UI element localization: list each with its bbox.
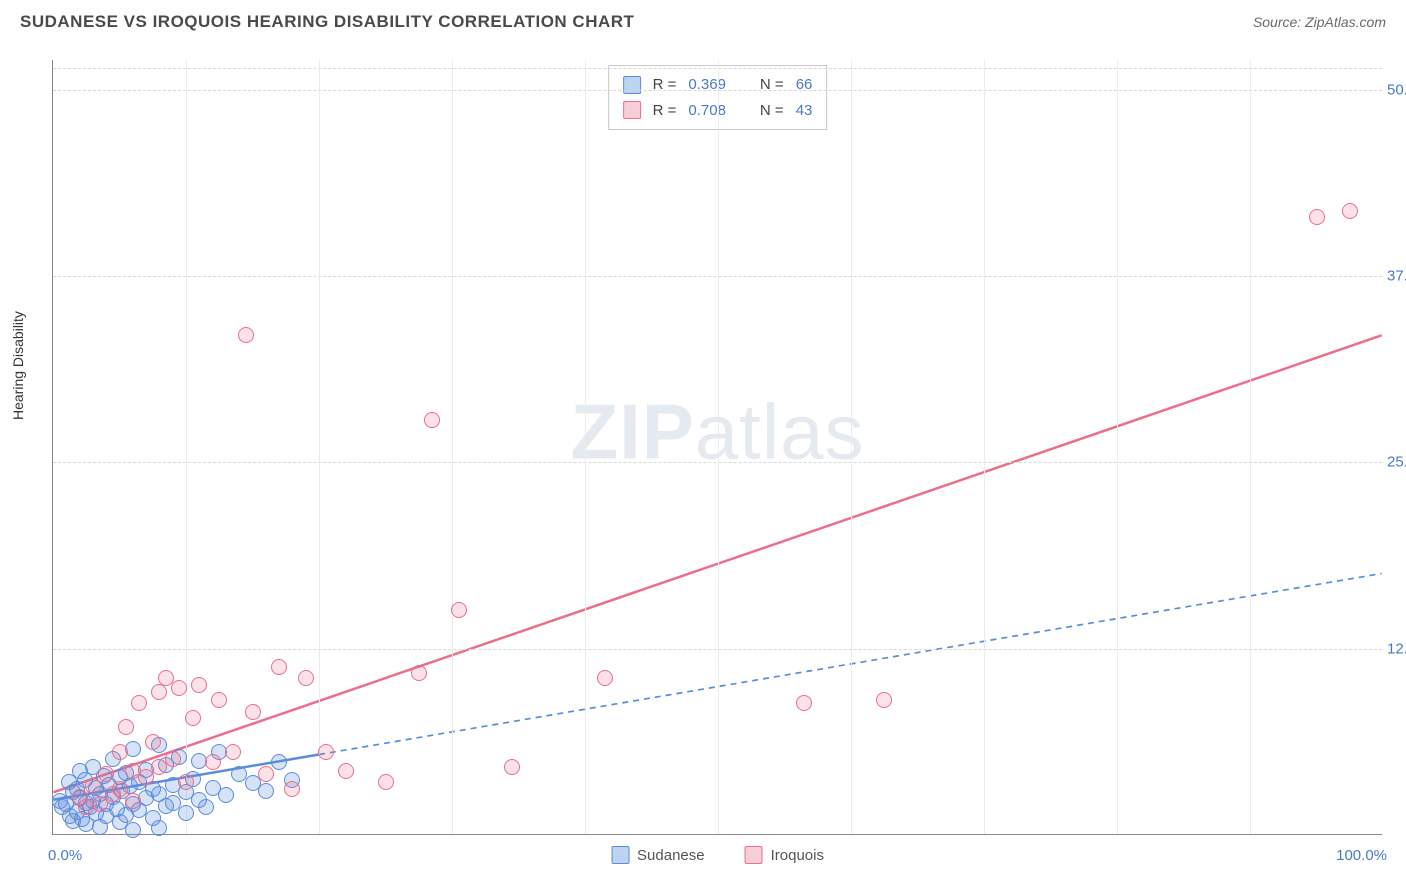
data-point	[185, 710, 201, 726]
gridline-vertical	[1250, 60, 1251, 834]
data-point	[112, 744, 128, 760]
data-point	[125, 822, 141, 838]
r-label: R =	[653, 98, 677, 124]
data-point	[178, 774, 194, 790]
legend-swatch	[745, 846, 763, 864]
legend-label: Sudanese	[637, 847, 705, 864]
r-value: 0.708	[688, 98, 726, 124]
gridline-vertical	[718, 60, 719, 834]
gridline-vertical	[851, 60, 852, 834]
data-point	[238, 327, 254, 343]
data-point	[424, 412, 440, 428]
r-value: 0.369	[688, 72, 726, 98]
data-point	[378, 774, 394, 790]
data-point	[218, 787, 234, 803]
data-point	[338, 763, 354, 779]
data-point	[271, 659, 287, 675]
scatter-plot-area: ZIPatlas R =0.369N =66R =0.708N =43 Suda…	[52, 60, 1382, 835]
data-point	[151, 684, 167, 700]
data-point	[1309, 209, 1325, 225]
series-swatch	[623, 76, 641, 94]
gridline-vertical	[319, 60, 320, 834]
data-point	[145, 734, 161, 750]
legend-item: Iroquois	[745, 846, 824, 864]
y-tick-label: 25.0%	[1387, 454, 1406, 471]
data-point	[258, 766, 274, 782]
data-point	[198, 799, 214, 815]
data-point	[284, 781, 300, 797]
chart-title: SUDANESE VS IROQUOIS HEARING DISABILITY …	[20, 12, 634, 32]
legend-label: Iroquois	[771, 847, 824, 864]
legend-item: Sudanese	[611, 846, 705, 864]
data-point	[112, 781, 128, 797]
data-point	[118, 719, 134, 735]
data-point	[245, 704, 261, 720]
data-point	[125, 793, 141, 809]
y-tick-label: 12.5%	[1387, 640, 1406, 657]
data-point	[258, 783, 274, 799]
legend-swatch	[611, 846, 629, 864]
series-swatch	[623, 101, 641, 119]
data-point	[451, 602, 467, 618]
data-point	[411, 665, 427, 681]
gridline-vertical	[585, 60, 586, 834]
data-point	[205, 754, 221, 770]
data-point	[131, 695, 147, 711]
n-label: N =	[760, 98, 784, 124]
data-point	[138, 769, 154, 785]
data-point	[211, 692, 227, 708]
data-point	[191, 677, 207, 693]
n-value: 43	[796, 98, 813, 124]
gridline-vertical	[1117, 60, 1118, 834]
r-label: R =	[653, 72, 677, 98]
data-point	[796, 695, 812, 711]
data-point	[225, 744, 241, 760]
data-point	[171, 680, 187, 696]
data-point	[597, 670, 613, 686]
x-tick-max: 100.0%	[1336, 847, 1387, 864]
legend: Sudanese Iroquois	[611, 846, 824, 864]
data-point	[318, 744, 334, 760]
gridline-vertical	[984, 60, 985, 834]
y-tick-label: 37.5%	[1387, 268, 1406, 285]
data-point	[85, 778, 101, 794]
data-point	[1342, 203, 1358, 219]
gridline-vertical	[452, 60, 453, 834]
y-axis-label: Hearing Disability	[10, 311, 26, 420]
n-label: N =	[760, 72, 784, 98]
chart-header: SUDANESE VS IROQUOIS HEARING DISABILITY …	[0, 0, 1406, 38]
x-tick-min: 0.0%	[48, 847, 82, 864]
data-point	[92, 796, 108, 812]
y-tick-label: 50.0%	[1387, 81, 1406, 98]
n-value: 66	[796, 72, 813, 98]
data-point	[876, 692, 892, 708]
chart-source: Source: ZipAtlas.com	[1253, 14, 1386, 30]
data-point	[271, 754, 287, 770]
data-point	[165, 751, 181, 767]
data-point	[504, 759, 520, 775]
data-point	[151, 820, 167, 836]
data-point	[298, 670, 314, 686]
data-point	[178, 805, 194, 821]
data-point	[98, 766, 114, 782]
